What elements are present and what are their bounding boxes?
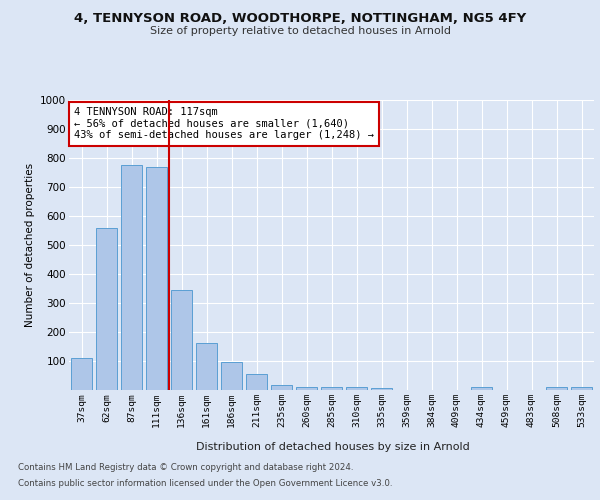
Text: 4, TENNYSON ROAD, WOODTHORPE, NOTTINGHAM, NG5 4FY: 4, TENNYSON ROAD, WOODTHORPE, NOTTINGHAM… [74,12,526,26]
Bar [246,374,267,390]
Text: Distribution of detached houses by size in Arnold: Distribution of detached houses by size … [196,442,470,452]
Text: 4 TENNYSON ROAD: 117sqm
← 56% of detached houses are smaller (1,640)
43% of semi: 4 TENNYSON ROAD: 117sqm ← 56% of detache… [74,108,374,140]
Bar [71,358,92,390]
Text: Size of property relative to detached houses in Arnold: Size of property relative to detached ho… [149,26,451,36]
Bar [346,387,367,390]
Bar [146,166,167,390]
Bar [471,387,492,390]
Bar [546,387,567,390]
Bar [271,385,292,390]
Bar [371,388,392,390]
Bar [571,387,592,390]
Bar [196,342,217,390]
Bar [296,387,317,390]
Bar [321,387,342,390]
Bar [121,166,142,390]
Bar [96,228,117,390]
Bar [171,290,192,390]
Bar [221,362,242,390]
Y-axis label: Number of detached properties: Number of detached properties [25,163,35,327]
Text: Contains public sector information licensed under the Open Government Licence v3: Contains public sector information licen… [18,478,392,488]
Text: Contains HM Land Registry data © Crown copyright and database right 2024.: Contains HM Land Registry data © Crown c… [18,464,353,472]
